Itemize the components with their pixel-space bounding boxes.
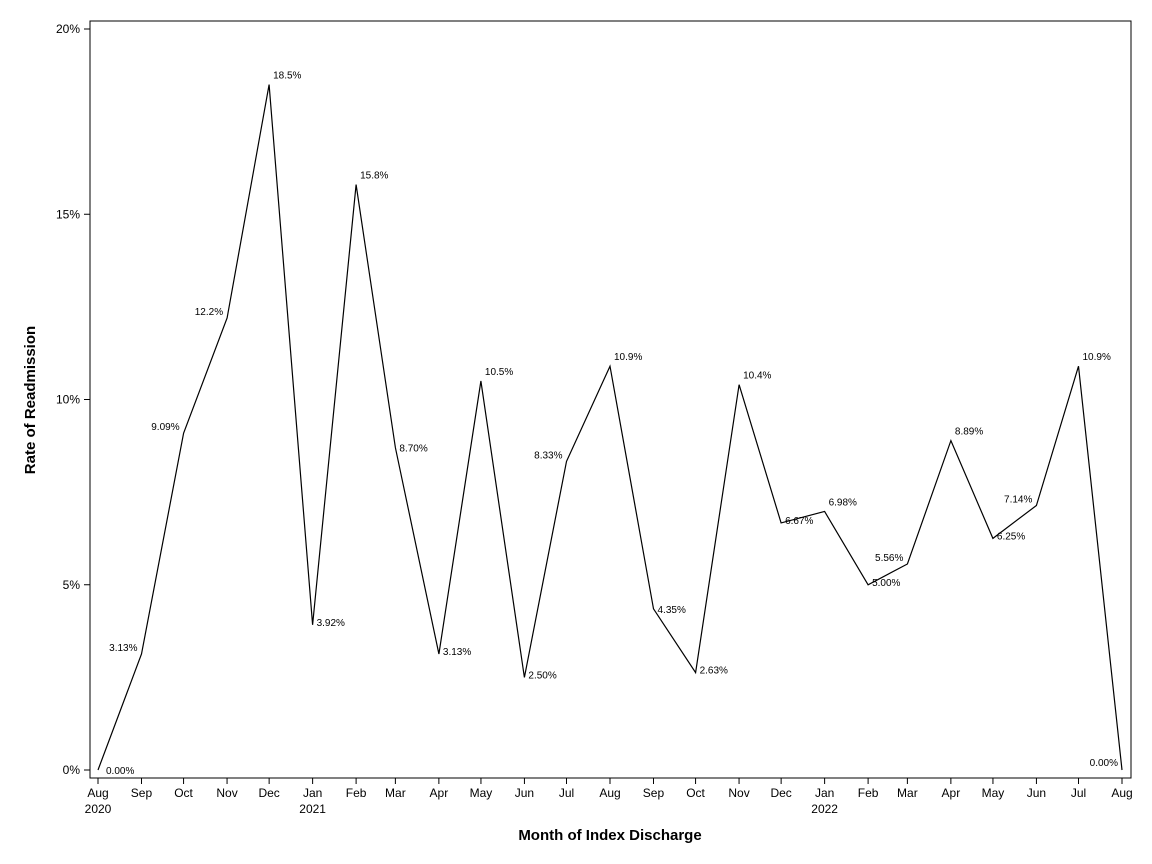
data-label: 6.25%	[997, 531, 1025, 542]
x-tick-label: Feb	[858, 786, 879, 800]
x-tick-label: Jul	[1071, 786, 1086, 800]
x-tick-label: Dec	[770, 786, 791, 800]
x-tick-label: Aug	[599, 786, 620, 800]
data-label: 15.8%	[360, 171, 388, 182]
y-tick-label: 0%	[63, 763, 81, 777]
x-tick-label: Jun	[1027, 786, 1046, 800]
data-label: 5.56%	[875, 553, 903, 564]
data-labels: 0.00% 3.13% 9.09% 12.2% 18.5% 3.92% 15.8% 8.70%…	[106, 71, 1118, 777]
readmission-rate-line	[97, 84, 1123, 771]
data-label: 12.2%	[195, 307, 223, 318]
x-tick-label: Apr	[942, 786, 961, 800]
data-label: 10.4%	[743, 371, 771, 382]
x-tick-label: Aug	[87, 786, 108, 800]
data-label: 7.14%	[1004, 495, 1032, 506]
data-label: 2.50%	[528, 670, 556, 681]
data-label: 3.13%	[109, 643, 137, 654]
x-tick-label: May	[982, 786, 1005, 800]
y-tick-label: 5%	[63, 578, 81, 592]
data-label: 3.13%	[443, 647, 471, 658]
x-axis: Aug Sep Oct Nov Dec Jan Feb Mar Apr May Jun Jul Aug S…	[85, 778, 1133, 816]
y-tick-label: 15%	[56, 207, 80, 221]
data-label: 8.70%	[399, 444, 427, 455]
x-tick-label: Sep	[643, 786, 665, 800]
data-label: 3.92%	[317, 618, 345, 629]
x-tick-label: Feb	[346, 786, 367, 800]
x-tick-label: Mar	[385, 786, 406, 800]
data-label: 5.00%	[872, 578, 900, 589]
y-axis: 0% 5% 10% 15% 20%	[56, 22, 90, 777]
data-label: 10.9%	[1083, 352, 1111, 363]
data-label: 0.00%	[1090, 758, 1118, 769]
x-year-label: 2020	[85, 802, 112, 816]
y-axis-title: Rate of Readmission	[22, 326, 39, 474]
x-tick-label: Nov	[216, 786, 237, 800]
x-tick-label: Jan	[815, 786, 834, 800]
x-tick-label: Jan	[303, 786, 322, 800]
x-tick-label: Apr	[430, 786, 449, 800]
data-label: 10.5%	[485, 367, 513, 378]
x-tick-label: Oct	[174, 786, 193, 800]
data-label: 8.89%	[955, 427, 983, 438]
x-tick-label: Jun	[515, 786, 534, 800]
x-tick-label: Sep	[131, 786, 153, 800]
data-label: 9.09%	[151, 422, 179, 433]
y-tick-label: 20%	[56, 22, 80, 36]
data-label: 2.63%	[700, 666, 728, 677]
data-label: 6.67%	[785, 516, 813, 527]
x-tick-label: Mar	[897, 786, 918, 800]
x-axis-title: Month of Index Discharge	[518, 827, 701, 844]
data-label: 18.5%	[273, 71, 301, 82]
x-tick-label: Nov	[728, 786, 749, 800]
data-label: 4.35%	[658, 605, 686, 616]
x-tick-label: May	[470, 786, 493, 800]
x-year-label: 2022	[811, 802, 838, 816]
x-tick-label: Aug	[1111, 786, 1132, 800]
x-tick-label: Jul	[559, 786, 574, 800]
x-tick-label: Dec	[258, 786, 279, 800]
plot-frame	[89, 20, 1132, 779]
x-year-label: 2021	[299, 802, 326, 816]
data-label: 8.33%	[534, 450, 562, 461]
data-label: 10.9%	[614, 352, 642, 363]
x-tick-label: Oct	[686, 786, 705, 800]
y-tick-label: 10%	[56, 393, 80, 407]
data-label: 6.98%	[829, 497, 857, 508]
data-label: 0.00%	[106, 766, 134, 777]
